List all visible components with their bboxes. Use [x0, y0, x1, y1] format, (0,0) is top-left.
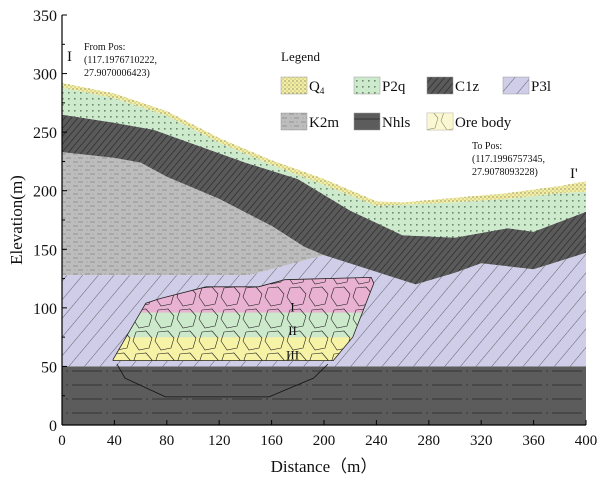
x-tick-label: 280: [418, 433, 441, 449]
legend-label: P2q: [382, 79, 406, 95]
legend-item-c1z: C1z: [426, 76, 480, 95]
section-start-coord2: 27.9070006423): [84, 68, 150, 79]
section-end-mark: I': [570, 166, 578, 182]
x-axis-title: Distance（m）: [271, 457, 378, 476]
x-tick-label: 360: [522, 433, 545, 449]
legend-label: Q4: [309, 79, 325, 96]
y-tick-label: 300: [33, 67, 57, 84]
ore-zone-label: II: [288, 323, 297, 338]
x-tick-label: 400: [575, 433, 598, 449]
legend-label: C1z: [455, 79, 480, 95]
ore-body-outline: [112, 276, 375, 362]
legend-item-nhls: Nhls: [353, 112, 411, 131]
y-tick-label: 100: [33, 301, 57, 318]
x-tick-label: 80: [159, 433, 174, 449]
legend-swatch: [280, 76, 308, 95]
axes: 0 40 80 120 160 200 240 280 320 360 400 0 50 100 150 20…: [33, 8, 597, 449]
x-tick-label: 200: [313, 433, 336, 449]
legend-item-p3l: P3l: [502, 76, 551, 95]
section-start-mark: I: [67, 49, 72, 65]
ore-body-lower-outline: [116, 363, 329, 398]
legend-label-subscript: 4: [320, 86, 325, 96]
x-tick-label: 320: [470, 433, 493, 449]
y-tick-label: 0: [49, 418, 57, 435]
ore-zone-label: I: [290, 300, 294, 315]
x-tick-label: 0: [58, 433, 66, 449]
legend-swatch: [502, 76, 530, 95]
y-tick-label: 350: [33, 8, 57, 25]
legend-swatch: [426, 76, 454, 95]
layer-nhls: [62, 366, 586, 425]
legend-swatch: [280, 112, 308, 131]
legend-label: Nhls: [382, 115, 411, 131]
y-tick-label: 50: [41, 359, 57, 376]
legend-label: P3l: [531, 79, 551, 95]
legend-swatch: [353, 76, 381, 95]
x-tick-label: 120: [208, 433, 231, 449]
legend-item-ore: Ore body: [426, 112, 512, 131]
legend-item-k2m: K2m: [280, 112, 339, 131]
legend-label: K2m: [309, 115, 339, 131]
legend-swatch-tint: [427, 113, 453, 130]
legend: Legend Q4 P2q C1z P3l K2m Nhls Ore body: [280, 49, 551, 131]
legend-item-p2q: P2q: [353, 76, 406, 95]
legend-title: Legend: [281, 49, 320, 64]
x-tick-label: 240: [365, 433, 388, 449]
section-end-coord2: 27.9078093228): [472, 167, 538, 178]
y-tick-label: 150: [33, 242, 57, 259]
section-end-label: To Pos:: [472, 141, 502, 152]
section-end-coord1: (117.1996757345,: [472, 154, 545, 165]
layer-c1z: [62, 114, 586, 285]
legend-swatch: [353, 112, 381, 131]
legend-label: Ore body: [455, 115, 512, 131]
layer-k2m: [62, 152, 324, 276]
ore-zone-label: III: [286, 348, 299, 363]
section-start-coord1: (117.1976710222,: [84, 55, 157, 66]
strata-layers: [62, 82, 586, 425]
legend-item-q4: Q4: [280, 76, 325, 96]
y-tick-label: 200: [33, 184, 57, 201]
layer-p2q: [62, 87, 586, 238]
x-tick-label: 40: [107, 433, 122, 449]
y-tick-label: 250: [33, 125, 57, 142]
y-axis-title: Elevation(m): [7, 175, 26, 265]
x-tick-label: 160: [260, 433, 283, 449]
section-start-label: From Pos:: [84, 42, 125, 53]
layer-q4: [62, 82, 586, 206]
